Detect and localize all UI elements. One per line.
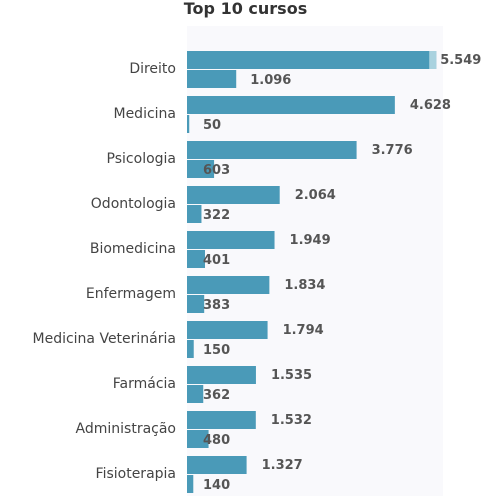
chart-title: Top 10 cursos [183,0,308,18]
category-label: Enfermagem [86,286,176,302]
data-label-series-2: 50 [203,118,221,133]
data-label-series-1: 1.834 [284,278,325,293]
data-label-series-1: 1.532 [271,413,312,428]
bar-series-1 [187,51,437,69]
bar-series-2 [187,340,194,358]
bar-series-1 [187,141,357,159]
data-label-series-1: 5.549 [440,53,481,68]
data-label-series-1: 4.628 [410,98,451,113]
data-label-series-1: 1.327 [262,458,303,473]
data-label-series-1: 1.949 [290,233,331,248]
data-label-series-2: 401 [203,253,230,268]
category-label: Medicina Veterinária [33,331,177,347]
bar-highlight [429,51,437,69]
data-label-series-1: 1.794 [283,323,324,338]
category-label: Administração [76,421,176,437]
data-label-series-2: 322 [203,208,230,223]
bar-series-2 [187,205,202,223]
bar-series-1 [187,366,256,384]
bar-series-1 [187,186,280,204]
bar-series-1 [187,321,268,339]
data-label-series-1: 1.535 [271,368,312,383]
data-label-series-2: 603 [203,163,230,178]
bar-series-1 [187,276,270,294]
category-label: Fisioterapia [96,466,176,482]
category-label: Medicina [113,106,176,122]
data-label-series-2: 1.096 [250,73,291,88]
bar-series-2 [187,115,190,133]
bar-series-1 [187,456,247,474]
data-label-series-2: 480 [203,433,230,448]
data-label-series-1: 2.064 [295,188,336,203]
category-label: Psicologia [107,151,176,167]
bar-series-2 [187,160,215,178]
data-label-series-2: 140 [203,478,230,493]
bar-series-2 [187,475,194,493]
bar-series-1 [187,411,256,429]
category-label: Biomedicina [90,241,176,257]
bar-series-2 [187,385,204,403]
bar-series-1 [187,96,395,114]
data-label-series-2: 362 [203,388,230,403]
category-label: Odontologia [91,196,176,212]
category-label: Farmácia [113,376,176,392]
bar-series-2 [187,70,237,88]
data-label-series-2: 383 [203,298,230,313]
data-label-series-2: 150 [203,343,230,358]
category-label: Direito [129,61,176,77]
bar-series-2 [187,250,206,268]
bar-series-2 [187,295,205,313]
bar-series-2 [187,430,209,448]
bar-series-1 [187,231,275,249]
data-label-series-1: 3.776 [372,143,413,158]
